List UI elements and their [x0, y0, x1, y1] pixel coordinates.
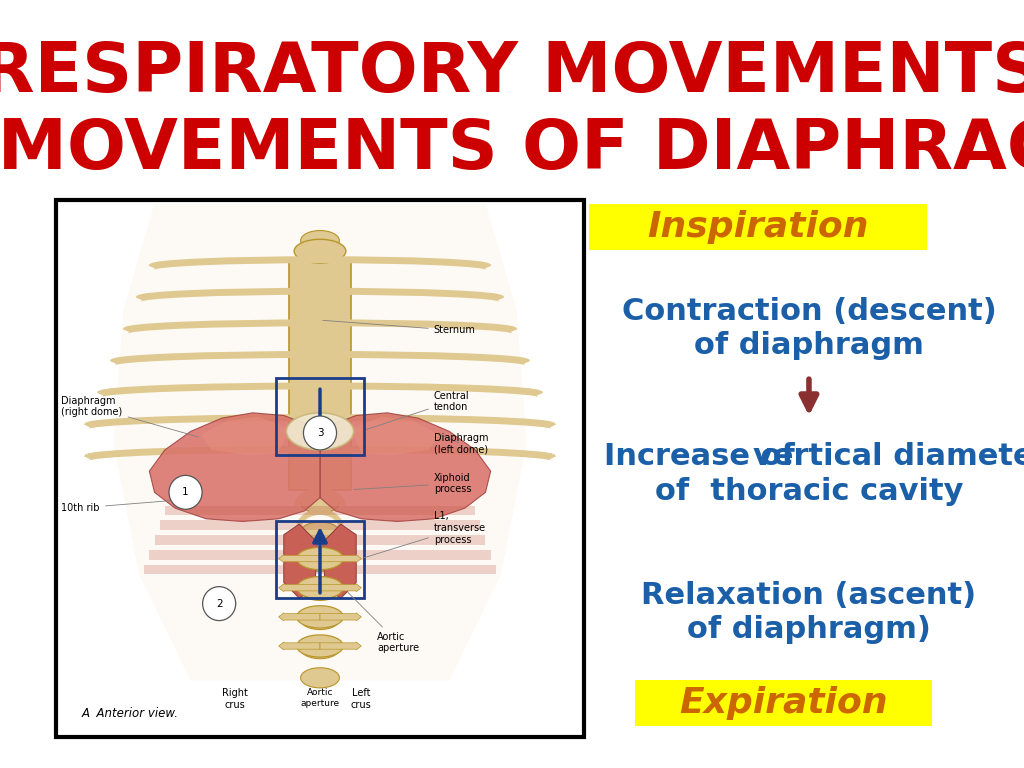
Ellipse shape [301, 289, 339, 309]
Polygon shape [351, 416, 439, 455]
Text: vertical diameter: vertical diameter [753, 442, 1024, 472]
Polygon shape [319, 413, 490, 521]
Text: Xiphoid
process: Xiphoid process [354, 473, 471, 495]
Text: A- MOVEMENTS OF DIAPHRAGM: A- MOVEMENTS OF DIAPHRAGM [0, 116, 1024, 184]
Text: Central
tendon: Central tendon [367, 391, 469, 429]
Ellipse shape [294, 240, 346, 263]
Text: of diaphragm: of diaphragm [694, 331, 924, 360]
Text: L1,
transverse
process: L1, transverse process [364, 511, 486, 558]
Circle shape [169, 475, 202, 509]
Text: 1: 1 [182, 488, 188, 498]
FancyArrow shape [319, 613, 361, 621]
Text: Sternum: Sternum [323, 320, 475, 336]
Polygon shape [284, 524, 317, 598]
Text: Contraction (descent): Contraction (descent) [622, 296, 996, 326]
Ellipse shape [301, 522, 339, 542]
Bar [635, 680, 932, 726]
Ellipse shape [301, 464, 339, 484]
Bar [276, 379, 364, 455]
Text: Aortic
aperture: Aortic aperture [300, 688, 340, 708]
Polygon shape [150, 550, 490, 560]
Text: of  thoracic cavity: of thoracic cavity [654, 477, 964, 506]
Bar [589, 204, 927, 250]
Ellipse shape [297, 635, 343, 657]
FancyArrow shape [279, 554, 319, 562]
Text: Left
crus: Left crus [351, 688, 372, 710]
Ellipse shape [297, 548, 343, 570]
Ellipse shape [301, 260, 339, 280]
Text: Expiration: Expiration [679, 686, 888, 720]
Text: RESPIRATORY MOVEMENTS: RESPIRATORY MOVEMENTS [0, 39, 1024, 107]
Text: Aortic
aperture: Aortic aperture [348, 592, 419, 654]
Polygon shape [165, 505, 475, 515]
Ellipse shape [301, 435, 339, 455]
FancyArrow shape [319, 554, 361, 562]
Bar [289, 262, 351, 490]
FancyArrow shape [279, 613, 319, 621]
FancyArrow shape [279, 584, 319, 591]
Circle shape [203, 587, 236, 621]
Polygon shape [323, 524, 356, 598]
Ellipse shape [301, 347, 339, 367]
Text: Increase of: Increase of [604, 442, 806, 472]
Bar [56, 200, 584, 737]
Text: Right
crus: Right crus [222, 688, 248, 710]
Ellipse shape [297, 606, 343, 628]
Text: Diaphragm
(left dome): Diaphragm (left dome) [434, 433, 488, 455]
Ellipse shape [301, 610, 339, 630]
Ellipse shape [301, 406, 339, 425]
Ellipse shape [301, 551, 339, 571]
Polygon shape [155, 535, 485, 545]
Polygon shape [160, 521, 480, 530]
Ellipse shape [301, 581, 339, 601]
Text: Inspiration: Inspiration [647, 210, 868, 243]
Bar [276, 521, 364, 598]
Ellipse shape [287, 413, 353, 450]
Polygon shape [201, 416, 289, 455]
Text: 3: 3 [316, 428, 324, 438]
Text: 2: 2 [216, 598, 222, 608]
Text: Relaxation (ascent): Relaxation (ascent) [641, 581, 977, 610]
Ellipse shape [301, 376, 339, 396]
Text: A  Anterior view.: A Anterior view. [82, 707, 179, 720]
FancyArrow shape [319, 584, 361, 591]
Ellipse shape [301, 667, 339, 688]
Circle shape [303, 416, 337, 450]
Ellipse shape [301, 318, 339, 338]
Text: Diaphragm
(right dome): Diaphragm (right dome) [61, 396, 199, 437]
Text: 10th rib: 10th rib [61, 501, 172, 513]
Polygon shape [113, 204, 526, 680]
Ellipse shape [301, 638, 339, 659]
FancyArrow shape [319, 642, 361, 650]
Text: of diaphragm): of diaphragm) [687, 615, 931, 644]
Ellipse shape [297, 577, 343, 599]
Polygon shape [144, 565, 496, 574]
Ellipse shape [301, 493, 339, 513]
Polygon shape [150, 413, 319, 521]
Ellipse shape [301, 230, 339, 250]
FancyArrow shape [279, 642, 319, 650]
